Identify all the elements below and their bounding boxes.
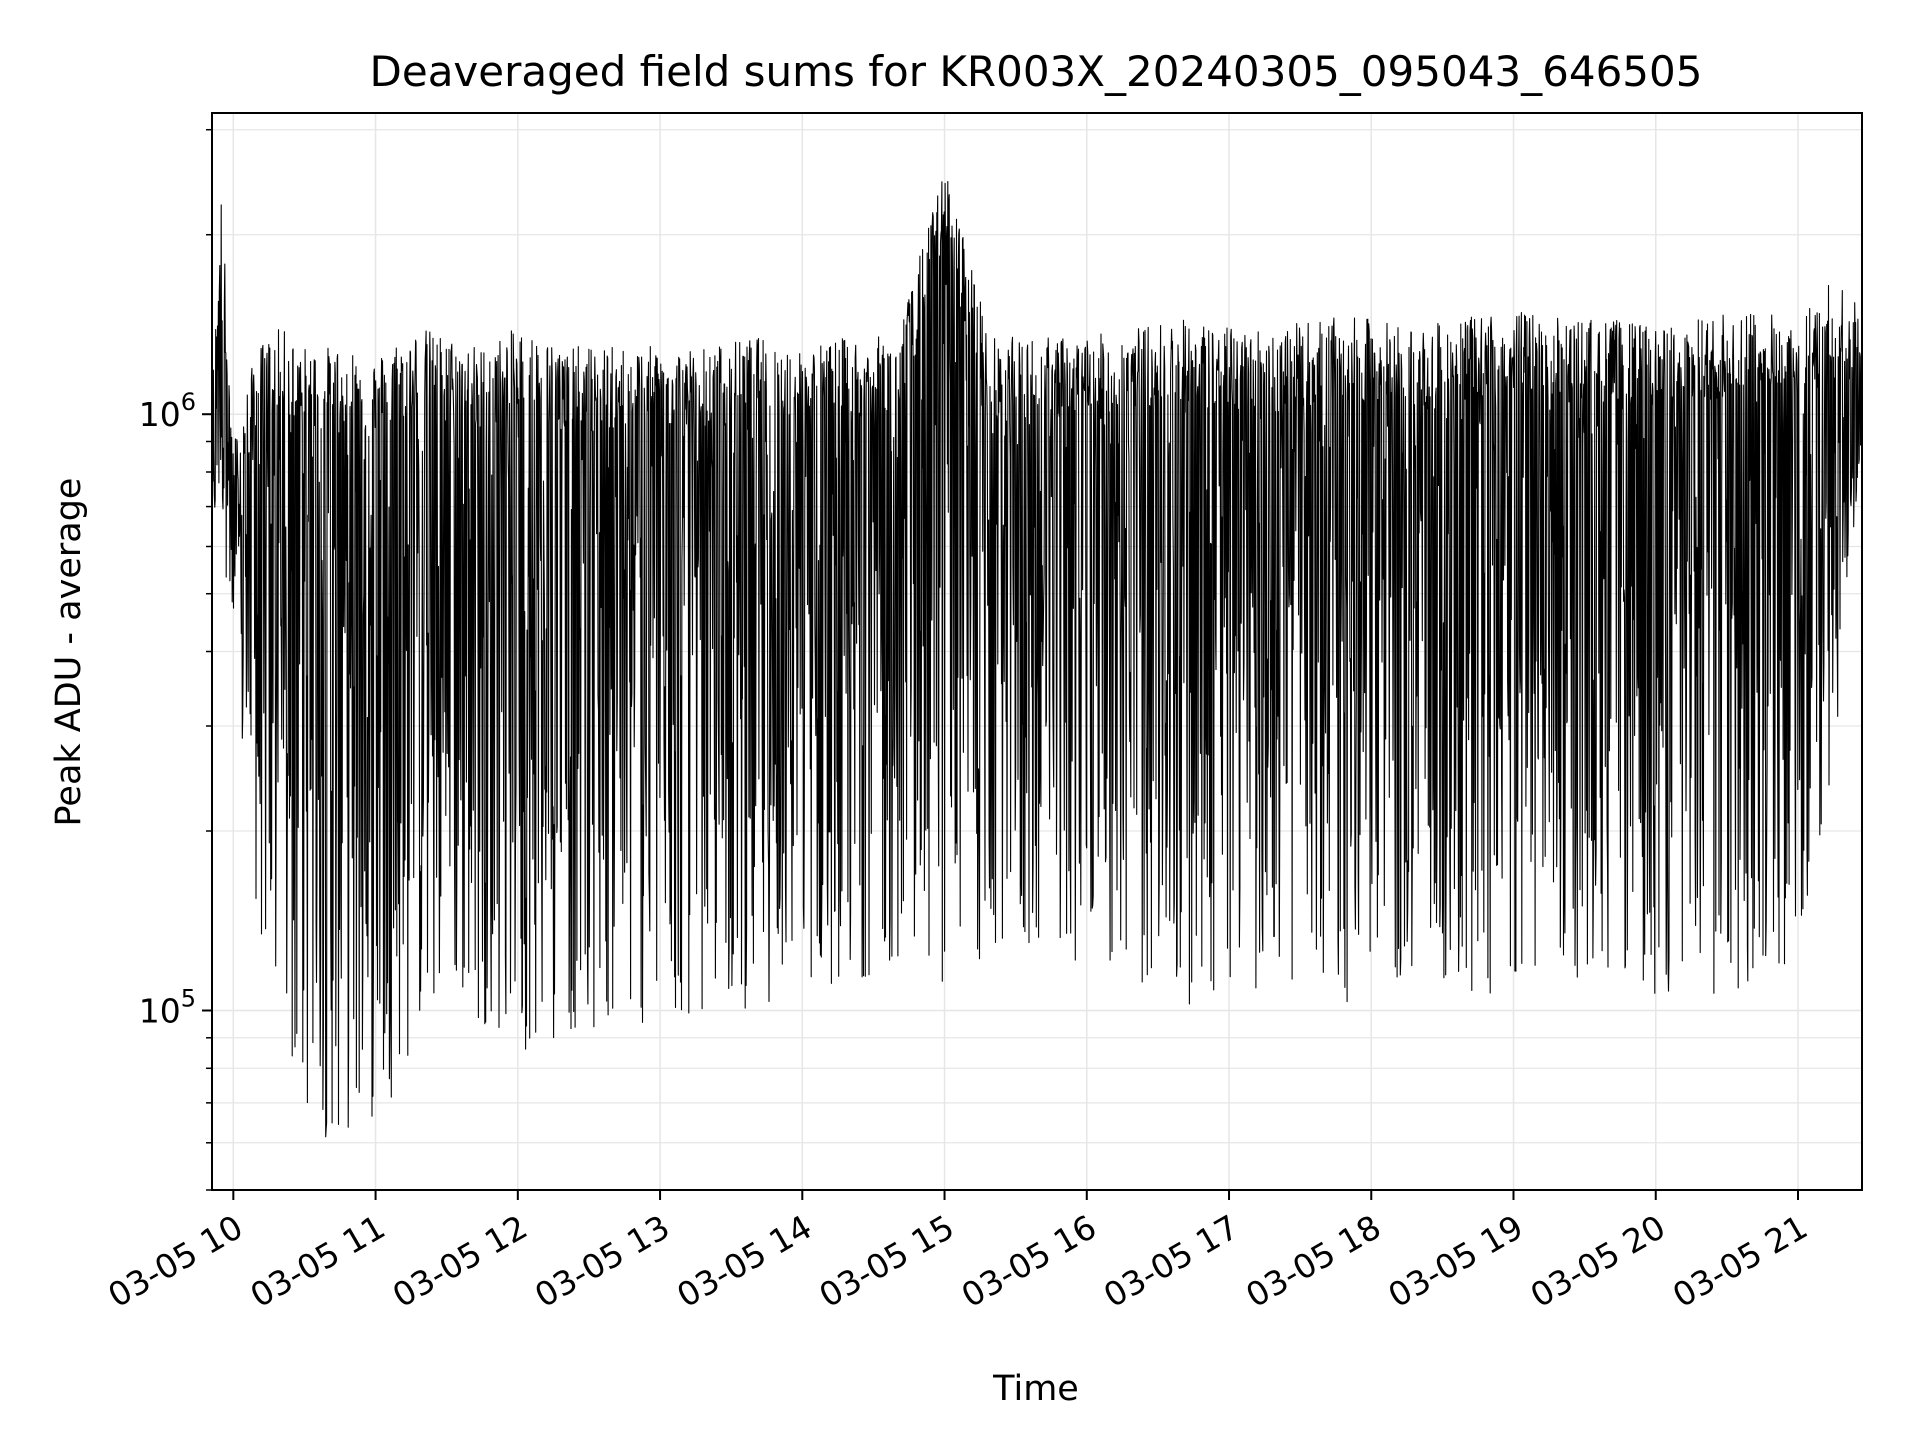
y-axis: 105 106: [139, 128, 212, 1191]
plot-area: [211, 112, 1863, 1191]
x-axis-label: Time: [992, 1369, 1079, 1409]
y-tick-label: 106: [139, 388, 196, 434]
y-tick-label: 105: [139, 985, 196, 1031]
series-line: [211, 181, 1863, 1138]
chart-title: Deaveraged field sums for KR003X_2024030…: [370, 47, 1703, 96]
y-axis-label: Peak ADU - average: [49, 478, 89, 827]
series-0-line: [211, 181, 1863, 1138]
